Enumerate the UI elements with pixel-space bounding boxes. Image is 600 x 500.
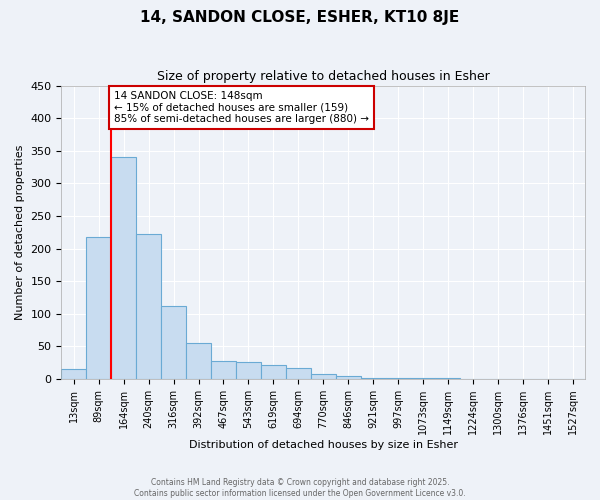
- Bar: [311, 374, 335, 379]
- Bar: [61, 370, 86, 379]
- Bar: [111, 158, 136, 379]
- Bar: [436, 378, 460, 379]
- Bar: [236, 362, 261, 379]
- Bar: [361, 378, 386, 379]
- Y-axis label: Number of detached properties: Number of detached properties: [15, 144, 25, 320]
- Bar: [161, 306, 186, 379]
- Title: Size of property relative to detached houses in Esher: Size of property relative to detached ho…: [157, 70, 490, 83]
- Bar: [261, 366, 286, 379]
- Text: 14, SANDON CLOSE, ESHER, KT10 8JE: 14, SANDON CLOSE, ESHER, KT10 8JE: [140, 10, 460, 25]
- Text: 14 SANDON CLOSE: 148sqm
← 15% of detached houses are smaller (159)
85% of semi-d: 14 SANDON CLOSE: 148sqm ← 15% of detache…: [114, 91, 369, 124]
- Bar: [211, 362, 236, 379]
- Bar: [386, 378, 410, 379]
- Bar: [186, 343, 211, 379]
- Bar: [335, 376, 361, 379]
- Bar: [286, 368, 311, 379]
- X-axis label: Distribution of detached houses by size in Esher: Distribution of detached houses by size …: [189, 440, 458, 450]
- Bar: [86, 237, 111, 379]
- Bar: [410, 378, 436, 379]
- Text: Contains HM Land Registry data © Crown copyright and database right 2025.
Contai: Contains HM Land Registry data © Crown c…: [134, 478, 466, 498]
- Bar: [136, 234, 161, 379]
